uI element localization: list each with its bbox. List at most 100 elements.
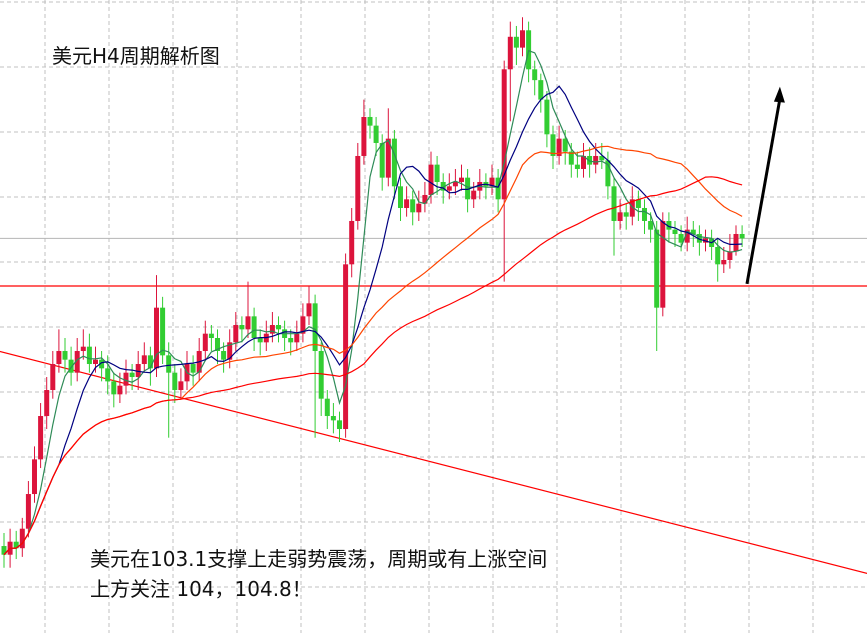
candle-body	[459, 177, 464, 182]
candle-body	[269, 325, 275, 334]
candle-body	[361, 116, 367, 156]
ma60-line	[3, 176, 743, 556]
candle-body	[635, 199, 641, 208]
candle-body	[178, 381, 184, 391]
candle-body	[50, 364, 56, 391]
candle-body	[227, 342, 233, 360]
candle-body	[544, 99, 550, 135]
candle-body	[568, 151, 574, 165]
candle-body	[489, 177, 495, 187]
candle-body	[379, 142, 385, 178]
candle-body	[574, 164, 580, 169]
up-arrow-head-icon	[773, 86, 785, 103]
candle-body	[99, 359, 105, 369]
candle-body	[160, 307, 166, 356]
candle-body	[581, 155, 586, 169]
candle-body	[727, 251, 733, 260]
candle-body	[465, 177, 471, 200]
candle-body	[593, 155, 599, 165]
candle-body	[446, 186, 452, 191]
candle-body	[654, 229, 660, 308]
candle-body	[294, 333, 300, 343]
candle-body	[471, 190, 477, 200]
candle-body	[117, 385, 123, 395]
candle-body	[501, 69, 507, 200]
candle-body	[251, 316, 257, 339]
candle-body	[111, 381, 117, 395]
candle-body	[123, 372, 129, 386]
candle-body	[202, 333, 208, 352]
candle-body	[129, 372, 135, 378]
candle-body	[324, 398, 330, 417]
candle-body	[532, 69, 538, 81]
candle-body	[288, 338, 294, 343]
candle-body	[648, 220, 654, 230]
candle-body	[520, 30, 525, 48]
candle-body	[367, 116, 373, 126]
candle-body	[642, 207, 647, 221]
candle-body	[38, 416, 44, 460]
candle-body	[32, 459, 37, 495]
candle-body	[452, 181, 458, 187]
candle-body	[587, 155, 593, 165]
candle-body	[434, 164, 440, 182]
candle-body	[80, 346, 86, 352]
candle-body	[147, 355, 153, 369]
candle-body	[605, 160, 611, 187]
candle-body	[507, 36, 513, 70]
candle-body	[172, 372, 178, 391]
candle-body	[141, 355, 147, 365]
candle-body	[135, 364, 141, 378]
candle-body	[404, 199, 410, 208]
candle-body	[105, 368, 111, 382]
candle-body	[330, 416, 336, 421]
candle-body	[550, 134, 556, 156]
candle-body	[190, 364, 196, 373]
candle-body	[1, 546, 7, 555]
candle-body	[391, 138, 397, 187]
candle-body	[629, 199, 635, 217]
candle-body	[623, 212, 629, 217]
candle-body	[312, 303, 318, 352]
candle-body	[221, 351, 227, 360]
candle-body	[276, 325, 281, 330]
ma10-line	[3, 85, 743, 556]
candle-body	[215, 338, 220, 352]
candle-body	[19, 528, 25, 549]
candle-body	[556, 138, 562, 156]
trendline	[0, 350, 867, 575]
candle-body	[239, 325, 245, 330]
candle-body	[739, 233, 745, 239]
candle-body	[25, 494, 31, 529]
candle-body	[495, 177, 501, 200]
candle-body	[337, 420, 342, 430]
candle-body	[13, 541, 19, 549]
candle-body	[154, 307, 159, 369]
candle-body	[684, 229, 690, 243]
candle-body	[355, 155, 361, 221]
up-arrow-shaft	[745, 98, 782, 285]
candle-body	[56, 351, 62, 365]
candle-body	[398, 186, 403, 208]
candle-body	[666, 220, 672, 230]
candle-body	[733, 233, 739, 252]
candle-body	[385, 138, 391, 178]
candle-body	[428, 164, 434, 195]
candle-body	[373, 125, 379, 143]
candle-body	[599, 155, 605, 161]
candle-body	[233, 325, 239, 343]
candle-body	[343, 264, 349, 430]
candle-body	[611, 186, 617, 221]
candle-body	[672, 229, 678, 234]
annotation-line-2: 上方关注 104，104.8！	[90, 577, 312, 601]
candle-body	[690, 229, 696, 234]
candle-body	[306, 303, 312, 317]
candle-body	[86, 346, 92, 365]
candle-body	[349, 220, 355, 265]
candle-body	[422, 194, 428, 204]
candle-body	[166, 355, 172, 373]
candle-body	[68, 359, 74, 373]
candle-body	[538, 80, 544, 100]
